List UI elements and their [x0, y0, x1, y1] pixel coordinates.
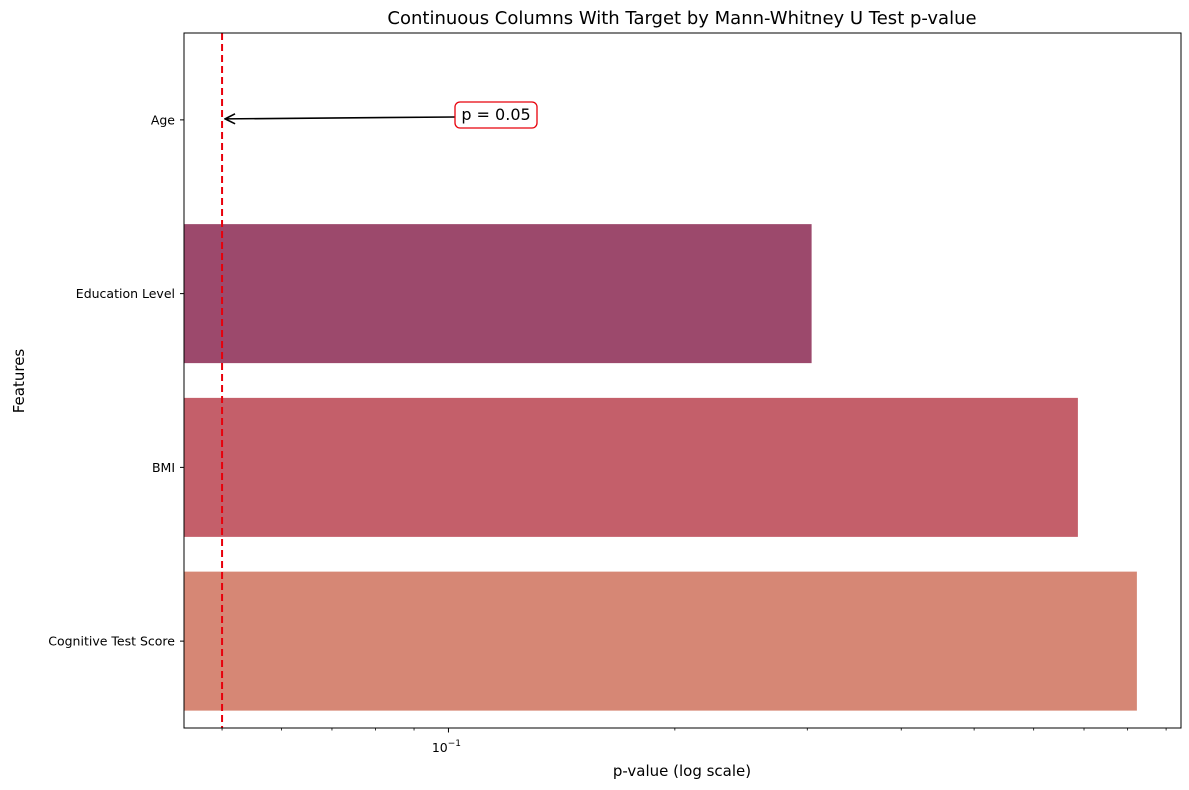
x-axis-label: p-value (log scale): [613, 762, 751, 780]
annotation-box: [454, 101, 538, 129]
y-tick-label-education-level: Education Level: [76, 286, 175, 301]
annotation-group: p = 0.05: [225, 101, 538, 129]
y-axis-label: Features: [10, 349, 28, 414]
chart-title: Continuous Columns With Target by Mann-W…: [387, 8, 976, 29]
y-ticks-group: Age Education Level BMI Cognitive Test Scor…: [48, 112, 184, 649]
x-ticks-group: 10−1: [221, 728, 1167, 755]
plot-frame: [183, 32, 1182, 729]
bar-cognitive-test-score: [184, 571, 1137, 711]
bars-group: [184, 224, 1137, 711]
x-tick-label: 10−1: [432, 739, 461, 755]
annotation-text: p = 0.05: [461, 105, 530, 124]
y-tick-label-bmi: BMI: [152, 460, 175, 475]
annotation-arrow: [225, 117, 456, 119]
y-tick-label-age: Age: [151, 112, 175, 127]
bar-education-level: [184, 224, 812, 364]
y-tick-label-cognitive-test-score: Cognitive Test Score: [48, 634, 175, 649]
bar-bmi: [184, 397, 1078, 537]
